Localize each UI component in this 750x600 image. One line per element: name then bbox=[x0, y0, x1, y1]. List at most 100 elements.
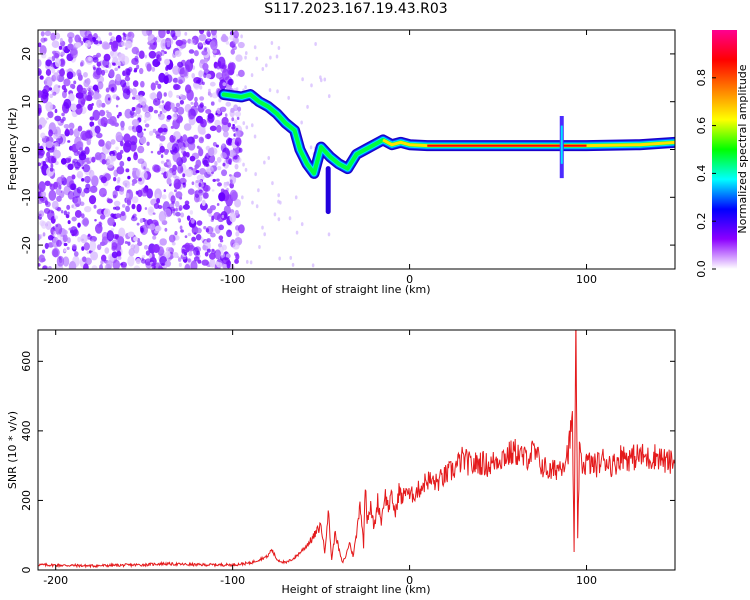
noise-speck bbox=[83, 79, 90, 88]
noise-speck bbox=[135, 190, 139, 195]
noise-speck bbox=[77, 236, 81, 243]
noise-speck bbox=[267, 155, 271, 160]
noise-speck bbox=[106, 260, 113, 269]
noise-speck bbox=[59, 37, 63, 43]
noise-speck bbox=[53, 230, 57, 236]
noise-speck bbox=[189, 210, 194, 215]
noise-speck bbox=[115, 73, 122, 82]
noise-speck bbox=[199, 128, 206, 135]
noise-speck bbox=[60, 157, 67, 165]
noise-speck bbox=[178, 262, 182, 268]
noise-speck bbox=[221, 33, 227, 42]
noise-speck bbox=[116, 152, 123, 161]
noise-speck bbox=[107, 198, 113, 204]
noise-speck bbox=[101, 41, 110, 50]
noise-speck bbox=[42, 265, 49, 269]
noise-speck bbox=[177, 142, 183, 148]
noise-speck bbox=[53, 141, 60, 147]
noise-speck bbox=[231, 126, 236, 130]
noise-speck bbox=[155, 80, 159, 86]
noise-speck bbox=[80, 150, 86, 156]
noise-speck bbox=[230, 48, 235, 55]
noise-speck bbox=[201, 199, 206, 207]
noise-speck bbox=[142, 186, 149, 194]
noise-speck bbox=[119, 140, 124, 147]
noise-speck bbox=[173, 178, 181, 190]
noise-speck bbox=[63, 106, 66, 109]
noise-speck bbox=[110, 153, 114, 157]
noise-speck bbox=[62, 234, 68, 243]
noise-speck bbox=[38, 107, 42, 114]
spectrogram-y-ticks: 20 10 0 -10 -20 bbox=[20, 47, 675, 254]
noise-speck bbox=[131, 203, 136, 210]
noise-speck bbox=[92, 84, 99, 91]
noise-speck bbox=[306, 104, 309, 109]
noise-speck bbox=[81, 238, 85, 242]
noise-speck bbox=[85, 87, 89, 91]
noise-speck bbox=[66, 71, 74, 80]
noise-speck bbox=[223, 205, 231, 215]
noise-speck bbox=[124, 108, 133, 119]
noise-speck bbox=[228, 158, 232, 165]
noise-speck bbox=[95, 132, 103, 139]
noise-speck bbox=[94, 219, 97, 222]
noise-speck bbox=[111, 87, 115, 92]
noise-speck bbox=[168, 90, 173, 98]
noise-speck bbox=[277, 193, 280, 198]
noise-speck bbox=[232, 242, 240, 250]
noise-speck bbox=[215, 144, 219, 148]
noise-speck bbox=[92, 91, 100, 100]
noise-speck bbox=[82, 256, 87, 263]
noise-speck bbox=[193, 101, 199, 108]
noise-speck bbox=[146, 141, 150, 146]
noise-speck bbox=[323, 77, 327, 82]
noise-speck bbox=[100, 69, 106, 76]
noise-speck bbox=[109, 38, 113, 43]
noise-speck bbox=[289, 255, 293, 260]
noise-speck bbox=[207, 38, 211, 42]
noise-speck bbox=[140, 171, 148, 181]
noise-speck bbox=[137, 241, 143, 247]
noise-speck bbox=[213, 211, 221, 221]
snr-frame bbox=[37, 329, 676, 571]
noise-speck bbox=[66, 237, 71, 244]
noise-speck bbox=[48, 189, 57, 201]
noise-speck bbox=[160, 160, 165, 164]
noise-speck bbox=[229, 174, 237, 185]
noise-speck bbox=[188, 251, 193, 257]
noise-speck bbox=[276, 89, 279, 94]
spectrogram-y-tick-label: -20 bbox=[20, 236, 33, 254]
noise-speck bbox=[115, 131, 123, 142]
noise-speck bbox=[180, 229, 184, 233]
noise-speck bbox=[60, 51, 65, 57]
noise-speck bbox=[209, 125, 217, 132]
snr-y-tick-label: 200 bbox=[20, 490, 33, 511]
noise-speck bbox=[234, 209, 239, 216]
noise-speck bbox=[231, 117, 235, 122]
noise-speck bbox=[40, 191, 47, 198]
noise-speck bbox=[67, 163, 74, 171]
noise-speck bbox=[115, 213, 121, 219]
spectrogram-x-tick-label: -100 bbox=[220, 273, 245, 286]
noise-speck bbox=[120, 79, 127, 88]
noise-speck bbox=[51, 40, 60, 49]
noise-speck bbox=[50, 163, 54, 169]
noise-speck bbox=[177, 217, 181, 221]
noise-speck bbox=[105, 87, 110, 93]
noise-speck bbox=[67, 32, 75, 39]
noise-speck bbox=[121, 41, 126, 47]
noise-speck bbox=[187, 108, 195, 120]
noise-speck bbox=[165, 170, 173, 179]
noise-speck bbox=[204, 245, 208, 251]
noise-speck bbox=[273, 212, 277, 217]
noise-speck bbox=[116, 166, 125, 175]
noise-speck bbox=[159, 238, 167, 246]
noise-speck bbox=[159, 135, 166, 142]
noise-speck bbox=[180, 94, 187, 101]
noise-speck bbox=[67, 157, 72, 162]
noise-speck bbox=[92, 71, 101, 80]
noise-speck bbox=[194, 96, 198, 103]
noise-speck bbox=[185, 59, 194, 73]
noise-speck bbox=[131, 196, 139, 204]
noise-speck bbox=[214, 249, 222, 260]
